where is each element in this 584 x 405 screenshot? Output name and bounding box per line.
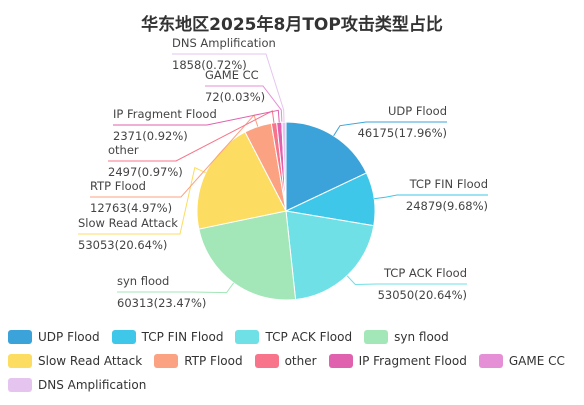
chart-title: 华东地区2025年8月TOP攻击类型占比 (141, 15, 443, 35)
slice-label-name-dns-amplification: DNS Amplification (172, 36, 276, 50)
legend-label: RTP Flood (184, 354, 243, 368)
slice-label-value-slow-read-attack: 53053(20.64%) (78, 238, 167, 252)
legend-item-syn-flood[interactable]: syn flood (364, 329, 449, 345)
legend-item-slow-read-attack[interactable]: Slow Read Attack (8, 353, 142, 369)
legend-swatch (235, 330, 260, 344)
legend-swatch (8, 330, 32, 344)
slice-label-value-game-cc: 72(0.03%) (205, 90, 265, 104)
pie-slice-slow-read-attack[interactable] (196, 131, 287, 230)
pie-slice-tcp-ack-flood[interactable] (285, 210, 375, 301)
slice-label-value-udp-flood: 46175(17.96%) (358, 126, 447, 140)
pie-slice-syn-flood[interactable] (198, 210, 297, 301)
leader-line-game-cc (205, 85, 283, 123)
legend-label: TCP ACK Flood (265, 330, 353, 344)
chart-legend: UDP Flood TCP FIN Flood TCP ACK Flood syn f… (8, 329, 584, 393)
legend-swatch (254, 354, 279, 368)
legend-label: UDP Flood (38, 330, 100, 344)
legend-label: TCP FIN Flood (141, 330, 224, 344)
slice-label-value-rtp-flood: 12763(4.97%) (90, 201, 172, 215)
slice-label-name-udp-flood: UDP Flood (388, 104, 447, 118)
legend-item-ip-fragment-flood[interactable]: IP Fragment Flood (328, 353, 467, 369)
legend-item-tcp-fin-flood[interactable]: TCP FIN Flood (111, 329, 224, 345)
legend-item-rtp-flood[interactable]: RTP Flood (154, 353, 243, 369)
leader-line-rtp-flood (90, 114, 259, 198)
slice-label-name-other: other (108, 143, 139, 157)
legend-label: syn flood (394, 330, 449, 344)
leader-line-dns-amplification (172, 53, 285, 123)
slice-label-name-syn-flood: syn flood (117, 274, 169, 288)
pie-chart: UDP Flood 46175(17.96%) TCP FIN Flood 24879… (78, 36, 488, 310)
slice-label-value-other: 2497(0.97%) (108, 165, 183, 179)
leader-line-ip-fragment-flood (113, 109, 280, 126)
slice-label-name-game-cc: GAME CC (205, 68, 259, 82)
slice-label-name-tcp-fin-flood: TCP FIN Flood (409, 177, 488, 191)
legend-swatch (8, 378, 32, 392)
legend-label: GAME CC (508, 354, 565, 368)
legend-item-game-cc[interactable]: GAME CC (478, 353, 565, 369)
slice-label-value-tcp-ack-flood: 53050(20.64%) (378, 288, 467, 302)
legend-item-dns-amplification[interactable]: DNS Amplification (8, 377, 146, 393)
slice-label-value-tcp-fin-flood: 24879(9.68%) (406, 199, 488, 213)
legend-swatch (111, 330, 136, 344)
legend-swatch (328, 354, 353, 368)
slice-label-value-dns-amplification: 1858(0.72%) (172, 58, 247, 72)
legend-swatch (154, 354, 179, 368)
legend-item-tcp-ack-flood[interactable]: TCP ACK Flood (235, 329, 352, 345)
leader-line-tcp-fin-flood (374, 194, 488, 200)
legend-label: other (284, 354, 317, 368)
slice-label-name-slow-read-attack: Slow Read Attack (78, 216, 178, 230)
slice-label-value-ip-fragment-flood: 2371(0.92%) (113, 129, 188, 143)
leader-line-udp-flood (333, 121, 447, 137)
legend-item-other[interactable]: other (254, 353, 317, 369)
leader-line-other (108, 110, 275, 162)
pie-slice-udp-flood[interactable] (285, 121, 368, 212)
legend-label: IP Fragment Flood (358, 354, 467, 368)
legend-label: DNS Amplification (38, 378, 147, 392)
slice-label-value-syn-flood: 60313(23.47%) (117, 296, 206, 310)
legend-label: Slow Read Attack (38, 354, 143, 368)
legend-swatch (8, 354, 32, 368)
slice-label-name-tcp-ack-flood: TCP ACK Flood (383, 266, 467, 280)
slice-label-name-rtp-flood: RTP Flood (90, 179, 146, 193)
pie-slice-dns-amplification[interactable] (281, 121, 287, 212)
legend-swatch (478, 354, 503, 368)
leader-line-syn-flood (117, 282, 235, 294)
slice-label-name-ip-fragment-flood: IP Fragment Flood (113, 107, 217, 121)
legend-item-udp-flood[interactable]: UDP Flood (8, 329, 100, 345)
legend-swatch (364, 330, 389, 344)
leader-line-tcp-ack-flood (346, 275, 467, 285)
leader-line-slow-read-attack (78, 166, 206, 235)
